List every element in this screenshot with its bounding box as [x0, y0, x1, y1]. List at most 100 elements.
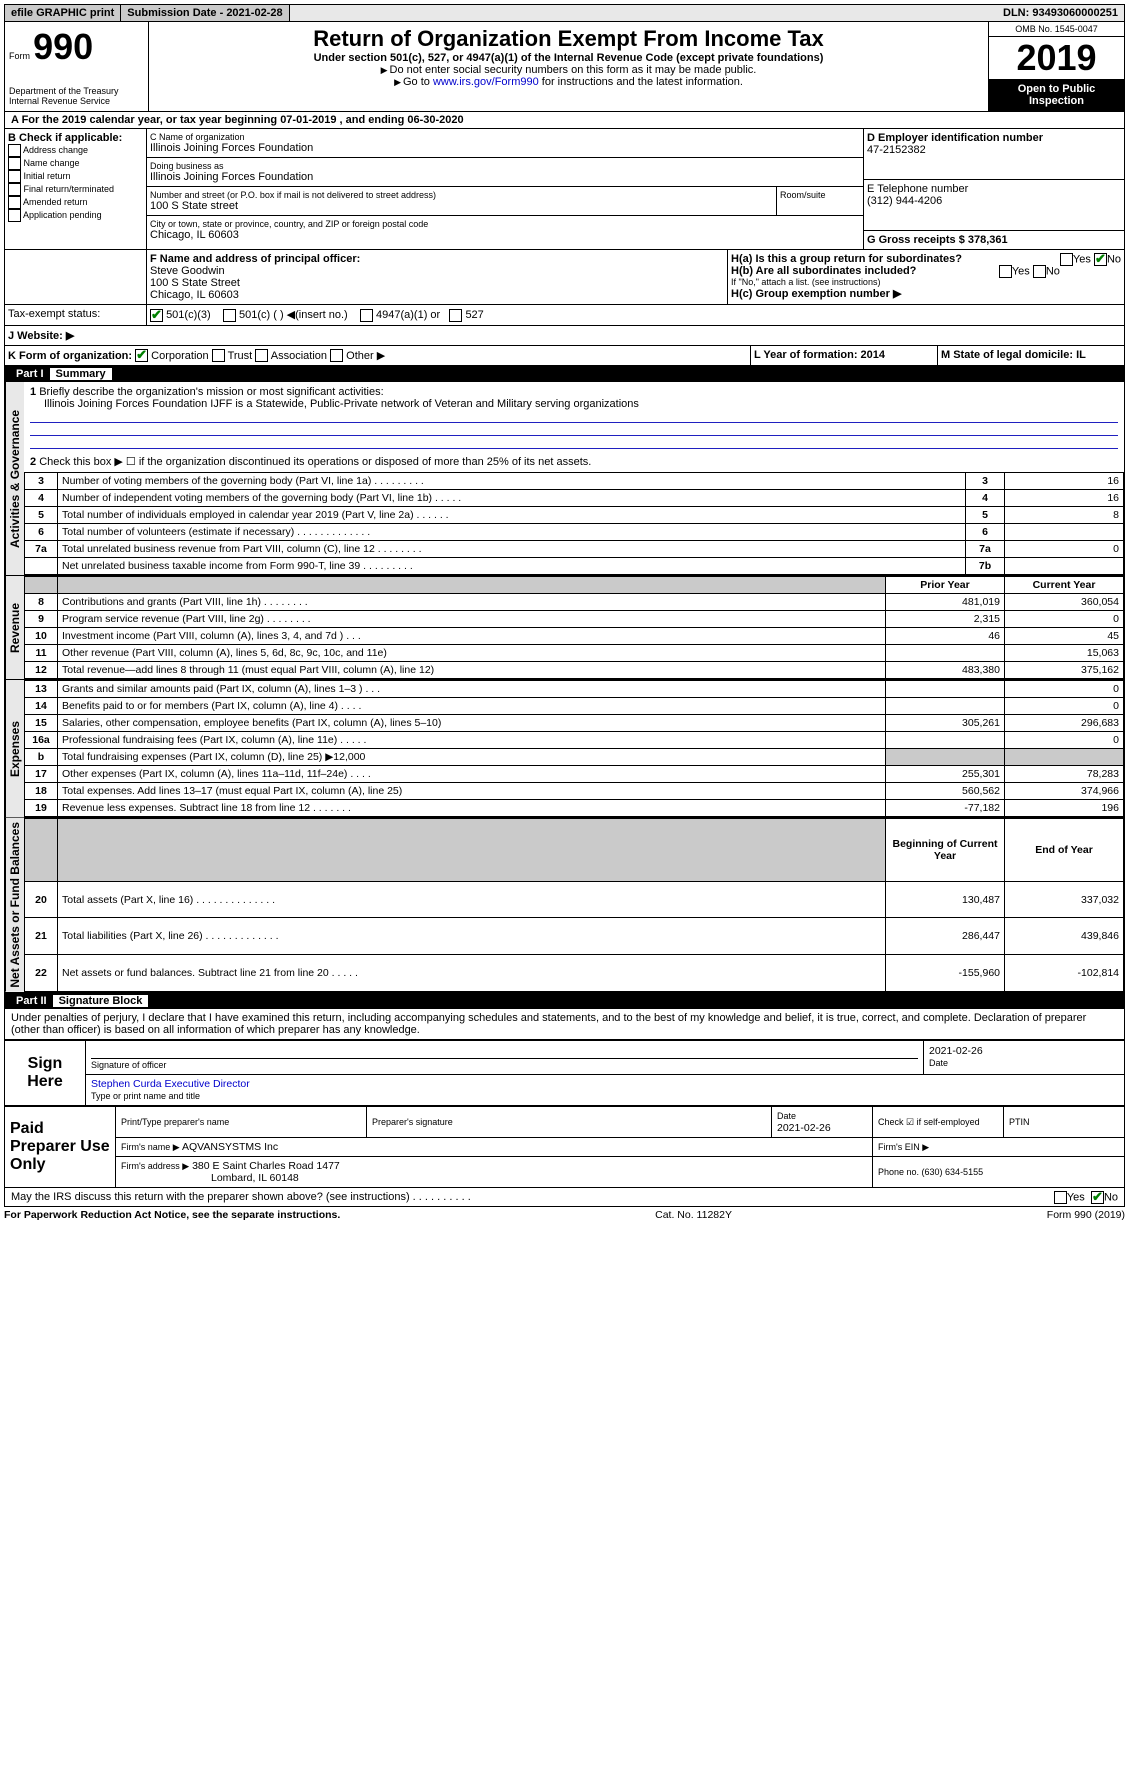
tax-year: 2019 — [989, 37, 1124, 79]
ptin-label: PTIN — [1009, 1117, 1030, 1127]
checkbox-initial-return[interactable] — [8, 170, 21, 183]
submission-date: Submission Date - 2021-02-28 — [121, 5, 289, 21]
pt-sig-label: Preparer's signature — [372, 1117, 453, 1127]
firm-name: AQVANSYSTMS Inc — [182, 1141, 278, 1153]
vert-rev: Revenue — [5, 576, 24, 679]
cb-assoc[interactable] — [255, 349, 268, 362]
rev-table: Prior YearCurrent Year8Contributions and… — [24, 576, 1124, 679]
form-subtitle: Under section 501(c), 527, or 4947(a)(1)… — [153, 52, 984, 64]
sign-here-table: Sign Here Signature of officer 2021-02-2… — [4, 1040, 1125, 1106]
ag-section: Activities & Governance 1 Briefly descri… — [4, 382, 1125, 576]
form-ref: Form 990 (2019) — [1047, 1209, 1125, 1221]
hc-label: H(c) Group exemption number ▶ — [731, 287, 1121, 300]
exp-section: Expenses 13Grants and similar amounts pa… — [4, 680, 1125, 818]
declaration: Under penalties of perjury, I declare th… — [4, 1009, 1125, 1040]
addr-label: Number and street (or P.O. box if mail i… — [150, 190, 773, 200]
hb-no[interactable] — [1033, 265, 1046, 278]
opt-4947: 4947(a)(1) or — [376, 309, 440, 321]
period-row: A For the 2019 calendar year, or tax yea… — [4, 112, 1125, 129]
officer-name-link[interactable]: Stephen Curda Executive Director — [91, 1078, 250, 1090]
opt-trust: Trust — [228, 350, 253, 362]
l1-label: Briefly describe the organization's miss… — [39, 386, 383, 398]
form-header: Form 990 Department of the Treasury Inte… — [4, 22, 1125, 112]
firm-city: Lombard, IL 60148 — [121, 1172, 299, 1184]
box-i-label: Tax-exempt status: — [5, 305, 147, 325]
no-label-2: No — [1046, 265, 1060, 277]
yes-label-2: Yes — [1012, 265, 1030, 277]
pra-notice: For Paperwork Reduction Act Notice, see … — [4, 1209, 340, 1221]
mission-line — [30, 436, 1118, 449]
l1-text: Illinois Joining Forces Foundation IJFF … — [30, 398, 639, 410]
dept-label: Department of the Treasury — [9, 86, 144, 96]
opt-address-change: Address change — [23, 145, 88, 155]
officer-street: 100 S State Street — [150, 277, 724, 289]
form-prefix: Form — [9, 51, 30, 61]
street-value: 100 S State street — [150, 200, 773, 212]
cat-no: Cat. No. 11282Y — [655, 1209, 732, 1221]
form-title: Return of Organization Exempt From Incom… — [153, 26, 984, 52]
vert-net: Net Assets or Fund Balances — [5, 818, 24, 992]
vert-exp: Expenses — [5, 680, 24, 817]
opt-initial-return: Initial return — [24, 171, 71, 181]
cb-527[interactable] — [449, 309, 462, 322]
l2-text: Check this box ▶ ☐ if the organization d… — [39, 456, 591, 468]
dln-label: DLN: 93493060000251 — [997, 5, 1124, 21]
opt-amended: Amended return — [23, 197, 88, 207]
discuss-no[interactable] — [1091, 1191, 1104, 1204]
org-name: Illinois Joining Forces Foundation — [150, 142, 860, 154]
cb-corp[interactable] — [135, 349, 148, 362]
yes-label: Yes — [1073, 253, 1091, 265]
website-row: J Website: ▶ — [4, 326, 1125, 346]
checkbox-app-pending[interactable] — [8, 209, 21, 222]
city-label: City or town, state or province, country… — [150, 219, 860, 229]
type-name-label: Type or print name and title — [91, 1091, 200, 1101]
box-f-label: F Name and address of principal officer: — [150, 253, 724, 265]
note-ssn: Do not enter social security numbers on … — [153, 64, 984, 76]
cb-4947[interactable] — [360, 309, 373, 322]
discuss-yes[interactable] — [1054, 1191, 1067, 1204]
firm-addr-label: Firm's address ▶ — [121, 1161, 189, 1171]
discuss-row: May the IRS discuss this return with the… — [4, 1188, 1125, 1207]
opt-final-return: Final return/terminated — [24, 184, 115, 194]
checkbox-amended[interactable] — [8, 196, 21, 209]
opt-name-change: Name change — [24, 158, 80, 168]
ha-label: H(a) Is this a group return for subordin… — [731, 253, 962, 265]
part2-header: Part II Signature Block — [4, 993, 1125, 1009]
footer: For Paperwork Reduction Act Notice, see … — [4, 1207, 1125, 1221]
pt-name-label: Print/Type preparer's name — [121, 1117, 229, 1127]
ha-no[interactable] — [1094, 253, 1107, 266]
cb-other[interactable] — [330, 349, 343, 362]
firm-phone: Phone no. (630) 634-5155 — [878, 1167, 983, 1177]
cb-501c3[interactable] — [150, 309, 163, 322]
discuss-text: May the IRS discuss this return with the… — [11, 1191, 471, 1203]
irs-label: Internal Revenue Service — [9, 96, 144, 106]
opt-527: 527 — [465, 309, 483, 321]
room-label: Room/suite — [777, 187, 863, 215]
box-c-label: C Name of organization — [150, 132, 860, 142]
paid-label: Paid Preparer Use Only — [5, 1106, 116, 1187]
top-bar: efile GRAPHIC print Submission Date - 20… — [4, 4, 1125, 22]
irs-link[interactable]: www.irs.gov/Form990 — [433, 76, 539, 88]
cb-501c[interactable] — [223, 309, 236, 322]
checkbox-final-return[interactable] — [8, 183, 21, 196]
ha-yes[interactable] — [1060, 253, 1073, 266]
mission-line — [30, 423, 1118, 436]
tax-status-row: Tax-exempt status: 501(c)(3) 501(c) ( ) … — [4, 305, 1125, 326]
firm-name-label: Firm's name ▶ — [121, 1142, 180, 1152]
opt-501c: 501(c) ( ) ◀(insert no.) — [239, 309, 348, 321]
box-l: L Year of formation: 2014 — [751, 346, 938, 366]
hb-yes[interactable] — [999, 265, 1012, 278]
officer-row: F Name and address of principal officer:… — [4, 250, 1125, 305]
opt-other: Other ▶ — [346, 350, 385, 362]
sign-here-label: Sign Here — [5, 1040, 86, 1105]
checkbox-name-change[interactable] — [8, 157, 21, 170]
opt-app-pending: Application pending — [23, 210, 102, 220]
checkbox-address-change[interactable] — [8, 144, 21, 157]
part1-title: Summary — [50, 368, 112, 380]
firm-ein: Firm's EIN ▶ — [878, 1142, 929, 1152]
box-g-label: G Gross receipts $ 378,361 — [867, 234, 1121, 246]
efile-button[interactable]: efile GRAPHIC print — [5, 5, 121, 21]
phone-value: (312) 944-4206 — [867, 195, 1121, 207]
cb-trust[interactable] — [212, 349, 225, 362]
net-section: Net Assets or Fund Balances Beginning of… — [4, 818, 1125, 993]
